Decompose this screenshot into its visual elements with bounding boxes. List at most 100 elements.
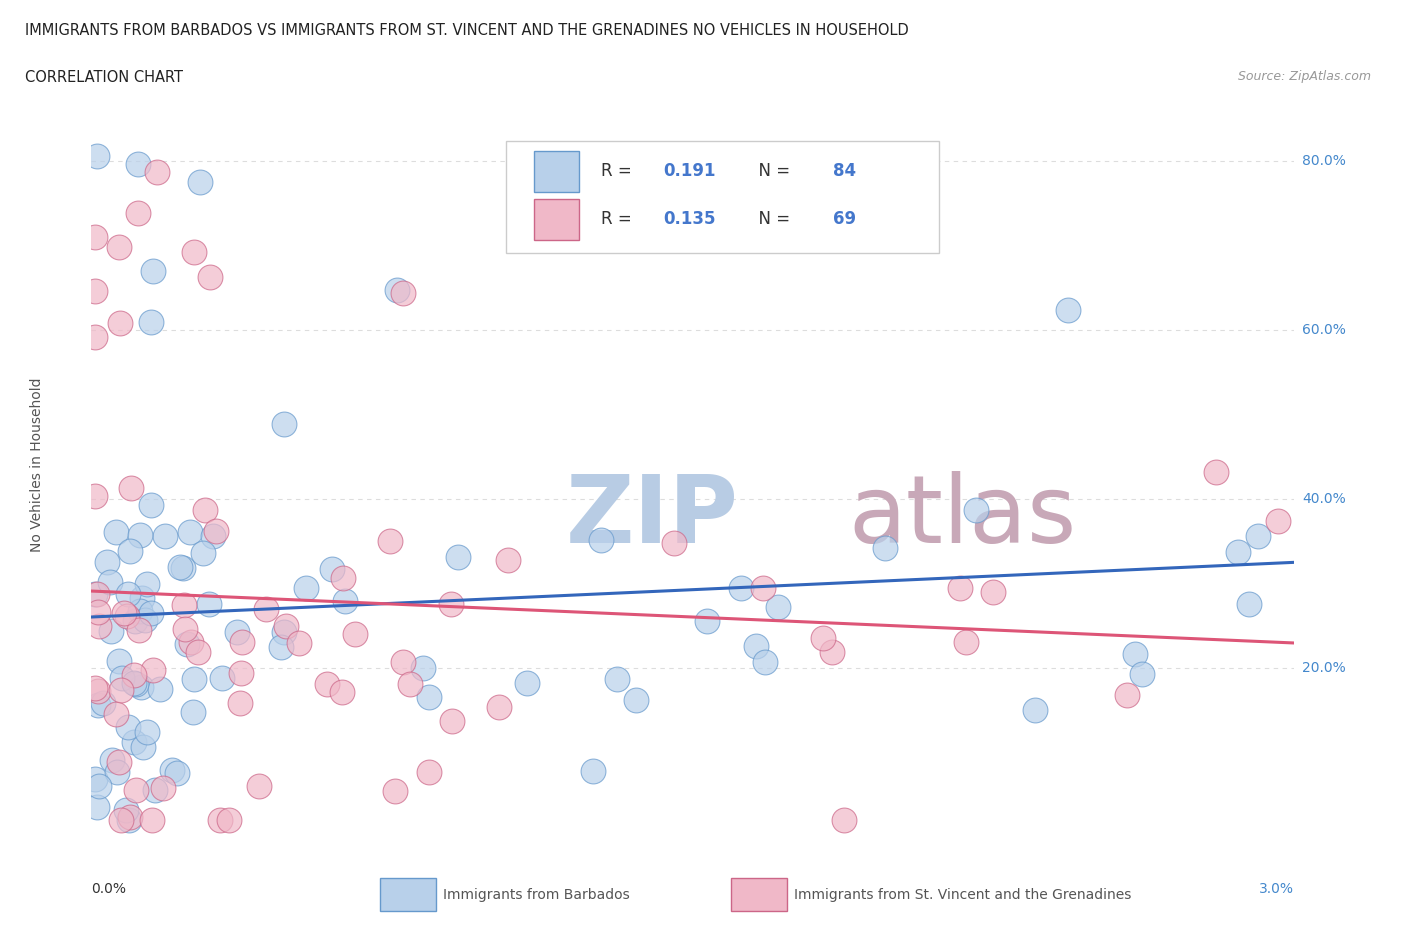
Point [176,637,198,652]
Point [173,598,195,613]
Point [139,315,162,330]
Point [84,681,107,696]
Point [744,639,766,654]
Point [439,596,461,611]
Point [1247,529,1270,544]
Point [187,644,209,659]
Point [965,502,987,517]
Point [125,783,148,798]
Point [118,809,141,824]
Point [120,481,142,496]
Point [105,707,128,722]
Point [87,604,110,619]
Point [273,417,295,432]
Point [84,230,107,245]
Point [488,700,510,715]
Point [955,634,977,649]
Point [101,752,124,767]
Point [231,634,253,649]
Point [1123,646,1146,661]
Point [132,740,155,755]
Point [87,684,110,698]
Point [662,536,685,551]
Point [179,525,201,539]
Point [134,613,156,628]
Point [270,639,292,654]
Text: atlas: atlas [849,472,1077,563]
Point [174,621,197,636]
Text: 3.0%: 3.0% [1258,882,1294,896]
Point [834,813,856,828]
Point [1237,596,1260,611]
Point [1130,667,1153,682]
Point [181,705,204,720]
Point [229,666,252,681]
Point [143,782,166,797]
Point [696,614,718,629]
Point [86,586,108,601]
Point [811,631,834,645]
Text: 20.0%: 20.0% [1302,661,1346,675]
Point [188,175,211,190]
Point [591,532,613,547]
Point [208,813,231,828]
Text: 0.0%: 0.0% [91,882,127,896]
Point [330,684,353,699]
Text: 0.135: 0.135 [664,210,716,229]
Point [141,813,163,828]
Point [115,803,138,817]
Point [205,524,228,538]
Text: 0.191: 0.191 [664,162,716,180]
Point [180,635,202,650]
Point [142,263,165,278]
Point [87,698,110,712]
Point [105,764,128,779]
Point [197,597,219,612]
Point [169,560,191,575]
Point [752,580,775,595]
Point [172,560,194,575]
Point [110,682,132,697]
Point [128,604,150,618]
Point [440,713,463,728]
Point [89,778,111,793]
Point [287,635,309,650]
Point [84,330,107,345]
Point [84,488,107,503]
Point [142,663,165,678]
Point [146,165,169,179]
FancyBboxPatch shape [534,199,579,240]
Point [194,502,217,517]
Point [86,149,108,164]
Point [228,696,250,711]
Point [730,580,752,595]
Point [343,627,366,642]
Point [226,624,249,639]
Text: R =: R = [602,162,637,180]
Point [124,675,146,690]
Point [84,586,107,601]
Point [1115,688,1137,703]
Point [606,671,628,686]
Point [127,156,149,171]
Text: Immigrants from St. Vincent and the Grenadines: Immigrants from St. Vincent and the Gren… [794,887,1132,902]
Point [820,644,842,659]
Point [108,240,131,255]
Point [1057,303,1080,318]
Point [247,778,270,793]
Point [125,676,148,691]
Point [412,660,434,675]
Point [108,316,131,331]
Point [139,498,162,512]
Point [160,763,183,777]
Point [112,605,135,620]
Point [387,283,409,298]
Point [127,206,149,220]
Text: Immigrants from Barbados: Immigrants from Barbados [443,887,630,902]
Point [316,676,339,691]
Point [148,682,170,697]
Point [110,671,132,685]
Text: 69: 69 [834,210,856,229]
Point [332,570,354,585]
Point [949,580,972,595]
